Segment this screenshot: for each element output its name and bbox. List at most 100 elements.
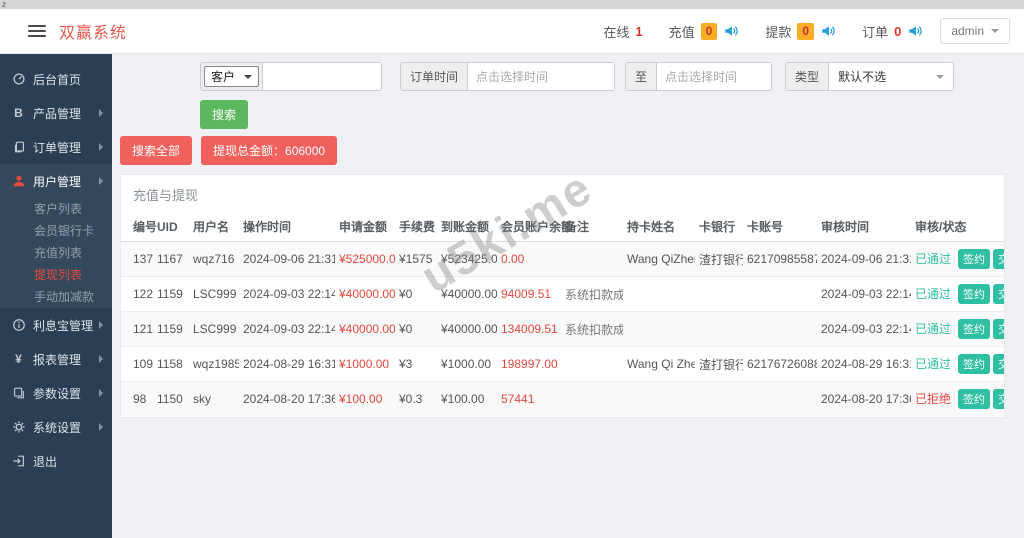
cell-apply-amount: ¥525000.00 <box>335 241 395 277</box>
to-label: 至 <box>626 63 658 90</box>
sign-badge[interactable]: 签约 <box>958 319 991 339</box>
cell-bank <box>695 311 743 347</box>
sidebar-item-system[interactable]: 系统设置 <box>0 410 112 444</box>
flow-badge[interactable]: 交易流水 <box>993 389 1004 409</box>
browser-edge-strip: z <box>0 0 1024 9</box>
sidebar-item-label: 参数设置 <box>33 386 82 401</box>
sidebar-item-parameters[interactable]: 参数设置 <box>0 376 112 410</box>
sign-badge[interactable]: 签约 <box>958 249 991 269</box>
cell-status: 已通过签约交易流水 <box>911 276 1004 312</box>
withdraw-indicator[interactable]: 提款 0 <box>752 9 849 53</box>
dashboard-icon <box>10 72 27 86</box>
cell-apply-amount: ¥1000.00 <box>335 346 395 382</box>
gear-icon <box>10 420 27 434</box>
flow-badge[interactable]: 交易流水 <box>993 284 1004 304</box>
type-select[interactable]: 默认不选 <box>829 63 954 90</box>
sidebar-item-label: 报表管理 <box>33 352 82 367</box>
sign-badge[interactable]: 签约 <box>958 354 991 374</box>
cell-holder: Wang QiZhen <box>623 241 695 277</box>
sidebar-subitem-member-bankcards[interactable]: 会员银行卡 <box>34 224 95 238</box>
chevron-down-icon <box>991 29 999 33</box>
cell-balance: 57441 <box>497 381 561 416</box>
cell-bank <box>695 381 743 416</box>
col-fee: 手续费 <box>395 212 437 242</box>
cell-review-time: 2024-09-06 21:31:35 <box>817 241 911 277</box>
cell-balance: 94009.51 <box>497 276 561 312</box>
sidebar-subitem-withdraw-list[interactable]: 提现列表 <box>34 268 83 282</box>
sidebar-item-logout[interactable]: 退出 <box>0 444 112 478</box>
withdraw-count-badge: 0 <box>797 22 815 40</box>
col-bank: 卡银行 <box>695 212 743 242</box>
cell-card-no: 62170985587 <box>743 241 817 277</box>
user-menu[interactable]: admin <box>940 18 1010 44</box>
table-row: 121 1159 LSC999 2024-09-03 22:14:05 ¥400… <box>121 311 1004 347</box>
col-holder: 持卡姓名 <box>623 212 695 242</box>
cell-bank: 渣打银行 <box>695 241 743 277</box>
speaker-icon[interactable] <box>907 24 923 38</box>
cell-bank: 渣打银行 <box>695 346 743 382</box>
sidebar-subitem-recharge-list[interactable]: 充值列表 <box>34 246 83 260</box>
cell-status: 已通过签约交易流水 <box>911 241 1004 277</box>
online-indicator: 在线 1 <box>590 9 655 53</box>
sidebar-item-dashboard[interactable]: 后台首页 <box>0 62 112 96</box>
cell-id: 121 <box>121 311 153 347</box>
header-nav: 在线 1 充值 0 提款 0 订单 0 admin <box>590 9 1024 53</box>
sidebar-item-reports[interactable]: ¥ 报表管理 <box>0 342 112 376</box>
recharge-indicator[interactable]: 充值 0 <box>656 9 753 53</box>
sidebar-item-label: 用户管理 <box>33 174 82 189</box>
cell-review-time: 2024-09-03 22:14:05 <box>817 311 911 347</box>
withdraw-total-amount: 606000 <box>285 144 326 158</box>
sidebar-group-users: 用户管理 客户列表 会员银行卡 充值列表 提现列表 手动加减款 <box>0 164 112 308</box>
cell-card-no <box>743 311 817 347</box>
menu-toggle-icon[interactable] <box>28 25 46 37</box>
chevron-down-icon <box>936 74 945 79</box>
keyword-input[interactable] <box>263 63 382 90</box>
flow-badge[interactable]: 交易流水 <box>993 354 1004 374</box>
online-count: 1 <box>635 23 643 39</box>
cell-remark <box>561 241 623 277</box>
cell-review-time: 2024-08-20 17:36:37 <box>817 381 911 416</box>
flow-badge[interactable]: 交易流水 <box>993 319 1004 339</box>
cell-card-no <box>743 381 817 416</box>
sidebar-subitem-manual-adjust[interactable]: 手动加减款 <box>34 290 95 304</box>
withdraw-table: 编号 UID 用户名 操作时间 申请金额 手续费 到账金额 会员账户余额 备注 … <box>121 212 1004 416</box>
sidebar-item-label: 后台首页 <box>33 72 82 87</box>
col-card-no: 卡账号 <box>743 212 817 242</box>
cell-fee: ¥0 <box>395 276 437 312</box>
search-button[interactable]: 搜索 <box>200 100 249 129</box>
sidebar-subitem-customer-list[interactable]: 客户列表 <box>34 202 83 216</box>
cell-op-time: 2024-08-29 16:31:01 <box>239 346 335 382</box>
sign-badge[interactable]: 签约 <box>958 284 991 304</box>
cell-id: 122 <box>121 276 153 312</box>
cell-op-time: 2024-09-03 22:14:05 <box>239 311 335 347</box>
sidebar-item-orders[interactable]: 订单管理 <box>0 130 112 164</box>
flow-badge[interactable]: 交易流水 <box>993 249 1004 269</box>
top-header: 双赢系统 在线 1 充值 0 提款 0 订单 0 admin <box>0 9 1024 54</box>
sign-badge[interactable]: 签约 <box>958 389 991 409</box>
chevron-right-icon <box>99 143 103 151</box>
cell-id: 98 <box>121 381 153 416</box>
user-name: admin <box>951 24 984 38</box>
order-time-label: 订单时间 <box>401 63 469 90</box>
start-time-input[interactable] <box>468 63 615 90</box>
order-indicator[interactable]: 订单 0 <box>849 9 936 53</box>
sidebar-item-products[interactable]: B 产品管理 <box>0 96 112 130</box>
field-select[interactable]: 客户 <box>204 66 260 87</box>
withdraw-total-button[interactable]: 提现总金额：606000 <box>201 136 338 165</box>
withdraw-total-label: 提现总金额： <box>213 144 286 158</box>
cell-review-time: 2024-08-29 16:31:01 <box>817 346 911 382</box>
speaker-icon[interactable] <box>820 24 836 38</box>
speaker-icon[interactable] <box>723 24 739 38</box>
sidebar-item-users[interactable]: 用户管理 <box>0 164 112 198</box>
cell-username: sky <box>189 381 239 416</box>
chevron-right-icon <box>99 109 103 117</box>
panel-title: 充值与提现 <box>133 188 199 203</box>
search-all-button[interactable]: 搜索全部 <box>120 136 193 165</box>
cell-username: wqz716 <box>189 241 239 277</box>
cell-holder <box>623 381 695 416</box>
sidebar-item-interest[interactable]: 利息宝管理 <box>0 308 112 342</box>
end-time-input[interactable] <box>657 63 772 90</box>
order-count: 0 <box>894 23 902 39</box>
status-text: 已通过 <box>915 357 952 371</box>
col-review-time: 审核时间 <box>817 212 911 242</box>
